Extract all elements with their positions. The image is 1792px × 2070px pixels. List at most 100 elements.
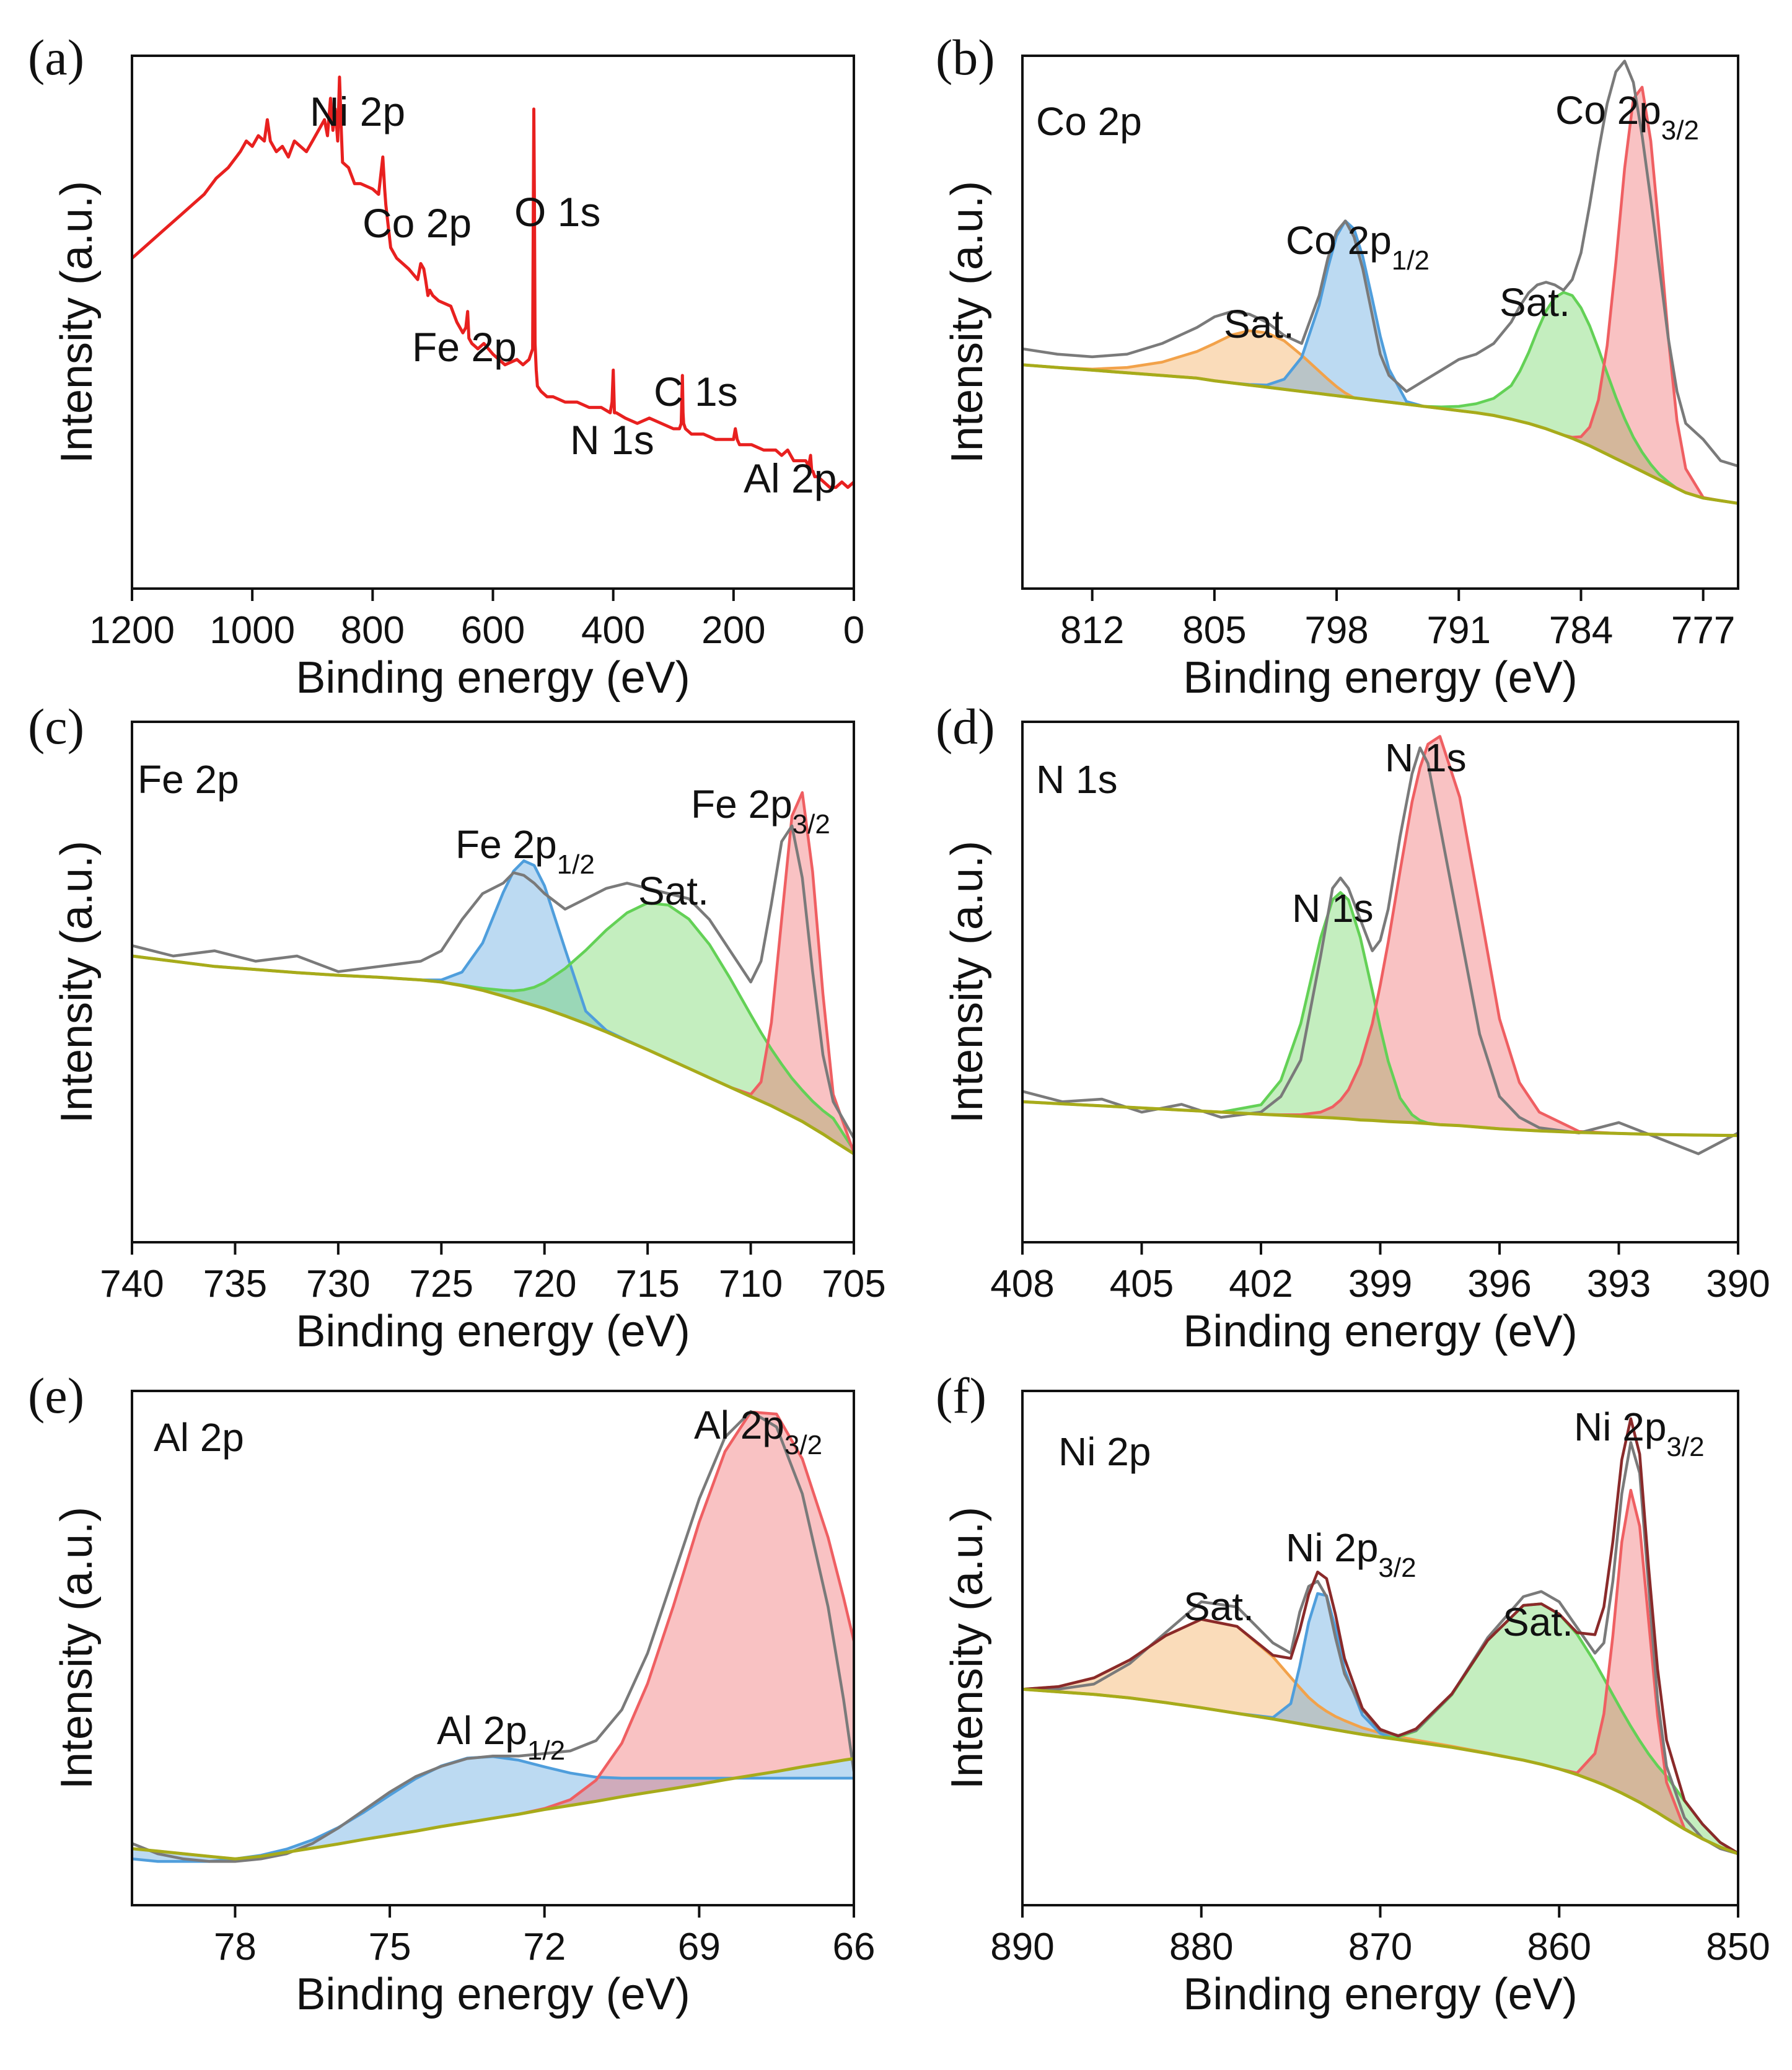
plot-content-0 — [132, 75, 854, 489]
x-tick-label: 390 — [1706, 1263, 1770, 1305]
plot-frame-2 — [131, 721, 855, 1243]
peak-label-ni2p: Ni 2p — [310, 89, 405, 134]
x-tick-label: 0 — [843, 609, 864, 652]
co-sat-label-1: Sat. — [1224, 302, 1294, 346]
panel-c-title: Fe 2p — [138, 757, 239, 802]
line-raw — [1022, 59, 1738, 468]
line-background — [1022, 1100, 1738, 1138]
x-axis-label: Binding energy (eV) — [1183, 1307, 1577, 1356]
x-tick-label: 791 — [1427, 609, 1491, 652]
x-axis-label: Binding energy (eV) — [296, 653, 690, 703]
plot-content-5 — [1022, 1417, 1738, 1856]
peak-label-co2p: Co 2p — [362, 200, 472, 246]
x-tick-label: 870 — [1348, 1926, 1412, 1968]
x-tick-label: 812 — [1060, 609, 1124, 652]
plot-content-4 — [132, 1410, 854, 1863]
plot-area-0: 1200 1000 800 600 400 200 0 Binding energy (eV)… — [52, 55, 864, 703]
peak-label-al2p: Al 2p — [744, 455, 837, 501]
x-axis-label: Binding energy (eV) — [296, 1307, 690, 1356]
x-axis-label: Binding energy (eV) — [296, 1970, 690, 2019]
x-tick-label: 777 — [1671, 609, 1735, 652]
line-background — [132, 954, 854, 1156]
fill-sat — [1022, 330, 1738, 504]
series-survey — [132, 75, 854, 489]
n1s-label-high: N 1s — [1385, 735, 1467, 780]
peak-label-n1s: N 1s — [570, 417, 654, 463]
plot-area-2: 740 735 730 725 720 715 710 705 Binding energy (… — [52, 721, 886, 1356]
x-tick-label: 720 — [512, 1263, 576, 1305]
line-envelope — [1022, 1417, 1738, 1855]
x-tick-label: 710 — [719, 1263, 783, 1305]
panel-b-co2p: 812 805 798 791 784 777 Binding energy (eV) Int… — [936, 29, 1739, 703]
fill-al-2p3-2 — [132, 1412, 854, 1859]
line-background — [132, 1756, 854, 1861]
panel-e-title: Al 2p — [154, 1415, 244, 1460]
x-tick-label: 860 — [1527, 1926, 1591, 1968]
x-tick-label: 69 — [678, 1926, 721, 1968]
panel-b-letter: (b) — [936, 29, 995, 86]
x-tick-label: 784 — [1549, 609, 1613, 652]
x-tick-label: 890 — [990, 1926, 1054, 1968]
x-tick-label: 200 — [701, 609, 765, 652]
x-tick-label: 408 — [990, 1263, 1054, 1305]
x-axis-label: Binding energy (eV) — [1183, 653, 1577, 703]
fill-al-2p1-2 — [132, 1756, 854, 1862]
x-tick-label: 805 — [1182, 609, 1246, 652]
x-tick-label: 78 — [214, 1926, 257, 1968]
x-tick-label: 880 — [1169, 1926, 1233, 1968]
panel-b-title: Co 2p — [1036, 99, 1142, 144]
x-tick-label: 715 — [615, 1263, 679, 1305]
x-tick-label: 72 — [523, 1926, 566, 1968]
line-raw — [1022, 746, 1738, 1156]
line-background — [1022, 363, 1738, 505]
x-tick-label: 400 — [581, 609, 645, 652]
co-sat-label-2: Sat. — [1500, 280, 1570, 325]
line-background — [1022, 1687, 1738, 1856]
x-tick-label: 600 — [461, 609, 525, 652]
panel-f-title: Ni 2p — [1058, 1429, 1151, 1474]
fill-sat — [132, 903, 854, 1154]
x-tick-label: 393 — [1587, 1263, 1651, 1305]
peak-label-c1s: C 1s — [654, 369, 738, 414]
x-tick-label: 740 — [100, 1263, 164, 1305]
y-axis-label: Intensity (a.u.) — [942, 1507, 992, 1789]
x-tick-label: 405 — [1110, 1263, 1174, 1305]
ni-sat-label-2: Sat. — [1503, 1600, 1573, 1644]
y-axis-label: Intensity (a.u.) — [942, 181, 992, 463]
peak-label-fe2p: Fe 2p — [412, 324, 517, 370]
fill-n-1s-398 — [1022, 736, 1738, 1136]
panel-a-letter: (a) — [28, 29, 84, 86]
x-tick-label: 725 — [410, 1263, 473, 1305]
peak-label-o1s: O 1s — [514, 189, 600, 235]
x-tick-label: 735 — [203, 1263, 267, 1305]
panel-e-letter: (e) — [28, 1367, 84, 1424]
x-tick-label: 850 — [1706, 1926, 1770, 1968]
n1s-label-low: N 1s — [1292, 886, 1374, 931]
fill-sat — [1022, 1603, 1738, 1854]
line-raw — [132, 1410, 854, 1863]
x-tick-label: 1200 — [89, 609, 175, 652]
x-tick-label: 66 — [833, 1926, 876, 1968]
y-axis-label: Intensity (a.u.) — [942, 841, 992, 1123]
panel-d-n1s: 408 405 402 399 396 393 390 Binding energy (eV)… — [936, 698, 1770, 1356]
plot-area-5: 890 880 870 860 850 Binding energy (eV) Intens… — [942, 1390, 1770, 2019]
panel-e-al2p: 78 75 72 69 66 Binding energy (eV) Intensity (… — [28, 1367, 875, 2019]
plot-content-3 — [1022, 735, 1738, 1156]
fill-co-2p3-2 — [1022, 87, 1738, 504]
fill-co-2p1-2 — [1022, 221, 1738, 504]
x-tick-label: 399 — [1348, 1263, 1412, 1305]
plot-area-3: 408 405 402 399 396 393 390 Binding energy (eV)… — [942, 721, 1770, 1356]
x-tick-label: 396 — [1467, 1263, 1531, 1305]
y-axis-label: Intensity (a.u.) — [52, 181, 102, 463]
x-axis-label: Binding energy (eV) — [1183, 1970, 1577, 2019]
plot-content-1 — [1022, 59, 1738, 505]
panel-d-letter: (d) — [936, 698, 995, 755]
x-tick-label: 402 — [1229, 1263, 1293, 1305]
plot-frame-4 — [131, 1390, 855, 1906]
x-tick-label: 800 — [341, 609, 405, 652]
panel-f-ni2p: 890 880 870 860 850 Binding energy (eV) Intens… — [936, 1367, 1770, 2019]
panel-c-letter: (c) — [28, 698, 84, 755]
plot-area-1: 812 805 798 791 784 777 Binding energy (eV) Int… — [942, 55, 1739, 703]
x-tick-label: 75 — [369, 1926, 411, 1968]
plot-content-2 — [132, 791, 854, 1156]
